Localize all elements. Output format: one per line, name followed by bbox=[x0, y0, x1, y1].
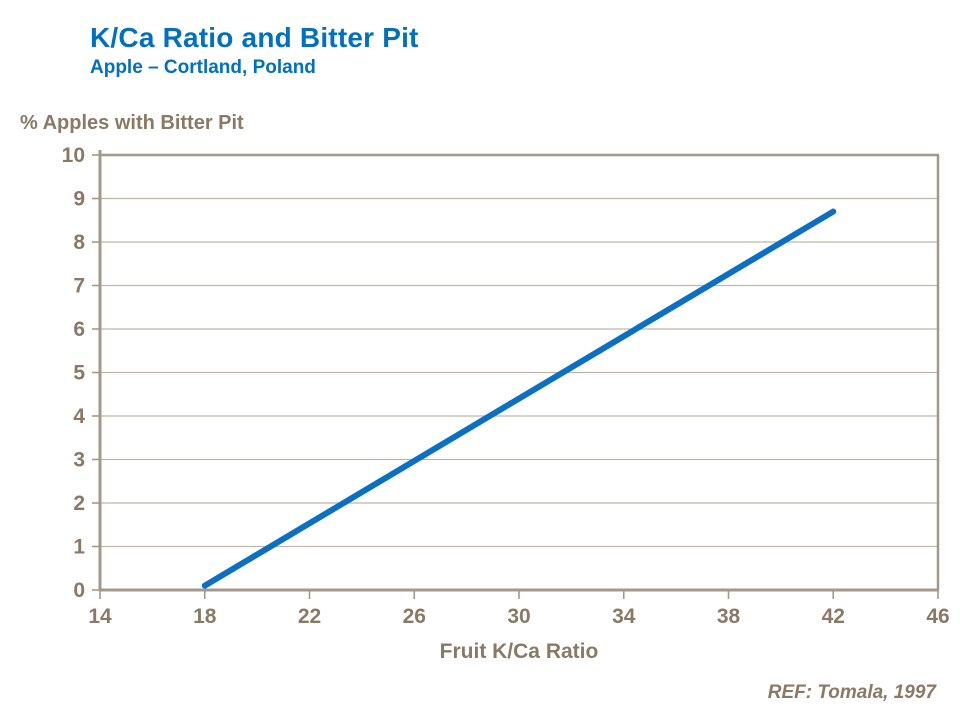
chart-title: K/Ca Ratio and Bitter Pit bbox=[90, 22, 419, 53]
x-tick-label: 14 bbox=[88, 605, 112, 628]
y-tick-label: 5 bbox=[73, 362, 85, 385]
y-tick-label: 7 bbox=[73, 275, 85, 298]
x-tick-label: 38 bbox=[717, 605, 741, 628]
x-tick-label: 30 bbox=[507, 605, 530, 628]
x-tick-label: 26 bbox=[403, 605, 426, 628]
y-tick-label: 3 bbox=[73, 449, 85, 472]
y-tick-label: 9 bbox=[73, 188, 85, 211]
y-tick-label: 2 bbox=[73, 492, 85, 515]
y-tick-label: 0 bbox=[73, 579, 85, 602]
reference-note: REF: Tomala, 1997 bbox=[767, 682, 936, 703]
y-axis-title: % Apples with Bitter Pit bbox=[20, 112, 244, 134]
x-tick-label: 18 bbox=[193, 605, 217, 628]
y-tick-label: 10 bbox=[62, 144, 85, 167]
y-tick-label: 1 bbox=[73, 536, 85, 559]
y-tick-label: 4 bbox=[73, 405, 85, 428]
data-line bbox=[201, 208, 837, 589]
x-tick-label: 46 bbox=[926, 605, 949, 628]
y-tick-label: 6 bbox=[73, 318, 85, 341]
x-axis-title: Fruit K/Ca Ratio bbox=[439, 640, 599, 663]
x-tick-label: 22 bbox=[298, 605, 321, 628]
x-tick-label: 34 bbox=[612, 605, 636, 628]
chart-subtitle: Apple – Cortland, Poland bbox=[90, 57, 316, 78]
y-tick-label: 8 bbox=[73, 231, 85, 254]
x-tick-label: 42 bbox=[822, 605, 845, 628]
